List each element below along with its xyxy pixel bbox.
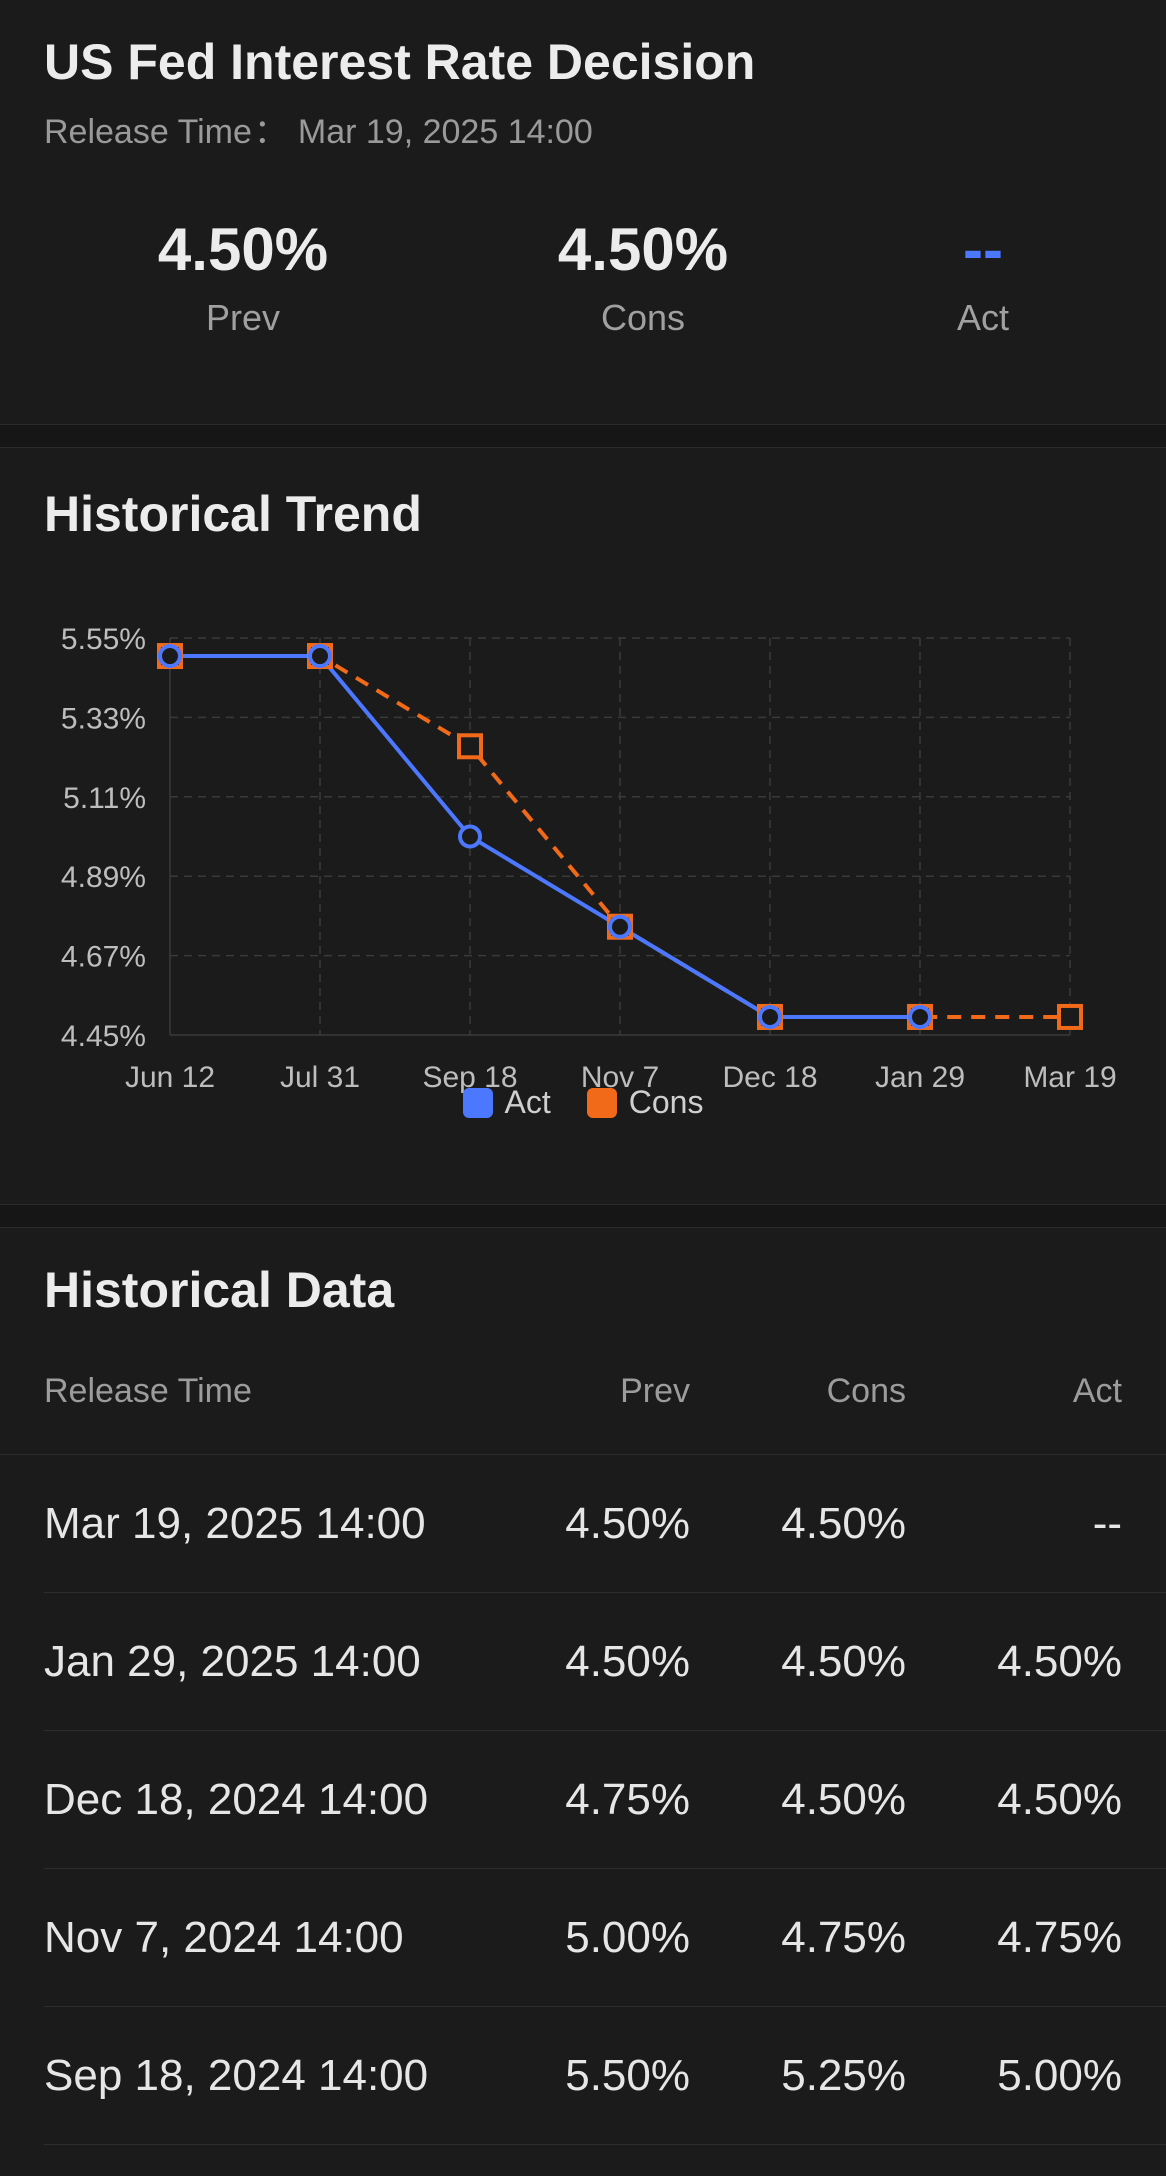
page-title: US Fed Interest Rate Decision (44, 34, 756, 90)
historical-data-title: Historical Data (44, 1262, 395, 1318)
row-release-time: Mar 19, 2025 14:00 (44, 1499, 426, 1548)
y-tick-label: 4.67% (61, 941, 146, 974)
series-line-act (170, 654, 920, 1019)
x-tick-label: Jan 29 (875, 1061, 965, 1094)
row-prev: 4.50% (565, 1499, 690, 1548)
legend-label-cons: Cons (628, 1084, 704, 1120)
row-cons: 5.25% (781, 2051, 906, 2100)
row-prev: 4.75% (565, 1775, 690, 1824)
legend-swatch-act (462, 1087, 493, 1118)
x-tick-label: Mar 19 (1023, 1061, 1116, 1094)
stat-act: -- Act (833, 214, 1133, 340)
release-time-value: Mar 19, 2025 14:00 (297, 113, 593, 151)
x-tick-label: Jul 31 (280, 1061, 360, 1094)
table-row[interactable]: Nov 7, 2024 14:00 5.00% 4.75% 4.75% (0, 1869, 1166, 2007)
table-header: Release Time Prev Cons Act (0, 1328, 1166, 1455)
stat-act-label: Act (956, 297, 1009, 338)
stat-prev-label: Prev (205, 297, 281, 338)
row-cons: 4.50% (781, 1637, 906, 1686)
trend-chart: 5.55% 5.33% 5.11% 4.89% 4.67% 4.45% Jun 12 Jul … (61, 623, 1117, 1094)
table-row[interactable]: Dec 18, 2024 14:00 4.75% 4.50% 4.50% (0, 1731, 1166, 1869)
header-release-time: Release Time (44, 1371, 252, 1410)
legend-swatch-cons (586, 1087, 617, 1118)
row-release-time: Dec 18, 2024 14:00 (44, 1775, 429, 1824)
data-point-act (158, 644, 182, 669)
legend-item-cons[interactable]: Cons (586, 1084, 704, 1121)
row-release-time: Sep 18, 2024 14:00 (44, 2051, 429, 2100)
y-tick-label: 4.45% (61, 1020, 146, 1053)
row-act: 4.50% (997, 1637, 1122, 1686)
chart-container: 5.55% 5.33% 5.11% 4.89% 4.67% 4.45% Jun 12 Jul … (0, 448, 1166, 1204)
data-point-act (908, 1004, 932, 1029)
row-prev: 4.50% (565, 1637, 690, 1686)
stat-act-value: -- (963, 216, 1003, 283)
table-row[interactable]: Mar 19, 2025 14:00 4.50% 4.50% -- (0, 1455, 1166, 1593)
row-prev: 5.00% (565, 1913, 690, 1962)
header-act: Act (1072, 1371, 1122, 1410)
table-row[interactable]: Jan 29, 2025 14:00 4.50% 4.50% 4.50% (0, 1593, 1166, 1731)
stat-prev: 4.50% Prev (93, 214, 393, 340)
row-release-time: Jan 29, 2025 14:00 (44, 1637, 421, 1686)
y-tick-label: 4.89% (61, 861, 146, 894)
row-prev: 5.50% (565, 2051, 690, 2100)
row-release-time: Nov 7, 2024 14:00 (44, 1913, 404, 1962)
header-cons: Cons (826, 1371, 906, 1410)
y-tick-label: 5.33% (61, 702, 146, 735)
table-row[interactable]: Sep 18, 2024 14:00 5.50% 5.25% 5.00% (0, 2007, 1166, 2145)
data-point-cons (1057, 1003, 1083, 1030)
row-cons: 4.75% (781, 1913, 906, 1962)
row-act: 4.75% (997, 1913, 1122, 1962)
stats-row: 4.50% Prev 4.50% Cons -- Act (44, 214, 1122, 354)
row-divider (44, 1592, 1166, 1593)
release-time-separator: ： (253, 113, 288, 151)
row-act: 4.50% (997, 1775, 1122, 1824)
stat-cons-label: Cons (600, 297, 686, 338)
data-point-act (608, 914, 632, 939)
y-tick-label: 5.11% (63, 782, 146, 815)
header-prev: Prev (620, 1371, 690, 1410)
stat-cons: 4.50% Cons (493, 214, 793, 340)
row-divider (44, 2144, 1166, 2145)
row-divider (44, 1730, 1166, 1731)
data-point-cons (457, 733, 483, 760)
stat-prev-value: 4.50% (157, 216, 329, 283)
legend-item-act[interactable]: Act (462, 1084, 551, 1121)
trend-title: Historical Trend (44, 486, 422, 542)
row-cons: 4.50% (781, 1775, 906, 1824)
x-tick-label: Jun 12 (125, 1061, 215, 1094)
section-divider (0, 424, 1166, 448)
stat-cons-value: 4.50% (557, 216, 729, 283)
release-time: Release Time： Mar 19, 2025 14:00 (44, 110, 1122, 154)
data-point-act (458, 824, 482, 849)
x-tick-label: Dec 18 (722, 1061, 817, 1094)
row-divider (44, 1868, 1166, 1869)
release-time-label: Release Time (44, 113, 252, 151)
row-cons: 4.50% (781, 1499, 906, 1548)
y-tick-label: 5.55% (61, 623, 146, 656)
row-divider (44, 2006, 1166, 2007)
data-point-act (308, 644, 332, 669)
chart-legend: Act Cons (0, 1084, 1166, 1121)
historical-trend-section: 5.55% 5.33% 5.11% 4.89% 4.67% 4.45% Jun 12 Jul … (0, 448, 1166, 1204)
row-act: -- (1092, 1499, 1122, 1548)
historical-data-section: Historical Data Release Time Prev Cons A… (0, 1228, 1166, 2145)
row-act: 5.00% (997, 2051, 1122, 2100)
table-body: Mar 19, 2025 14:00 4.50% 4.50% -- Jan 29… (0, 1455, 1166, 2145)
section-divider (0, 1204, 1166, 1228)
event-header: US Fed Interest Rate Decision Release Ti… (0, 0, 1166, 424)
data-point-act (758, 1004, 782, 1029)
legend-label-act: Act (504, 1084, 551, 1120)
